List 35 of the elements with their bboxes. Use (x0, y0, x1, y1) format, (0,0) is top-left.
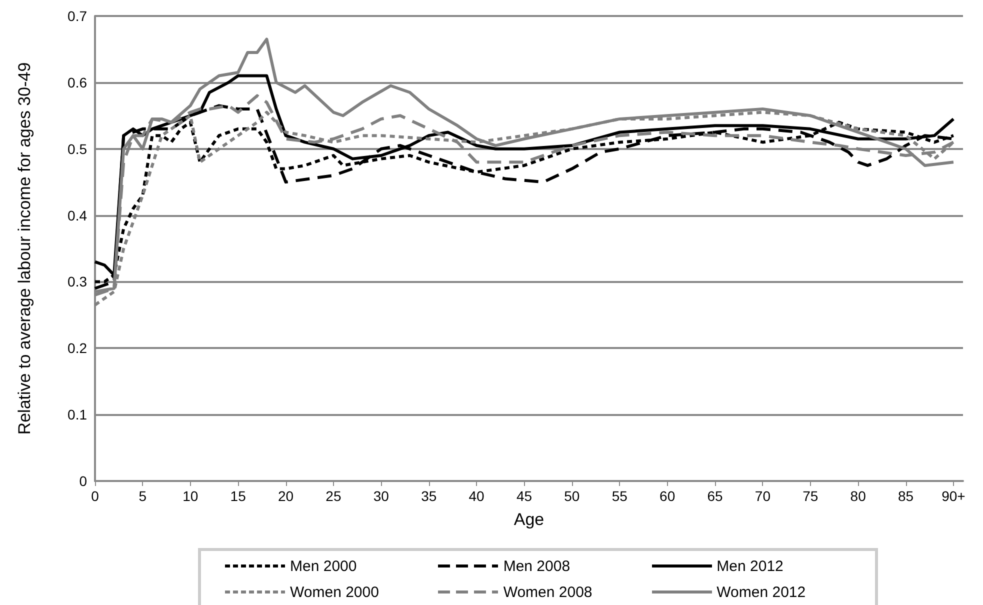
y-axis-title: Relative to average labour income for ages 30-49 (15, 62, 34, 435)
y-tick-label: 0.1 (68, 406, 88, 423)
legend-label: Women 2008 (503, 584, 592, 600)
x-tick-label: 50 (564, 488, 580, 504)
x-tick-label: 25 (326, 488, 342, 504)
x-tick-label: 60 (660, 488, 676, 504)
x-tick-label: 35 (421, 488, 437, 504)
legend-label: Men 2000 (290, 558, 357, 574)
x-tick-label: 75 (802, 488, 818, 504)
x-tick-label: 15 (230, 488, 246, 504)
x-tick-label: 80 (850, 488, 866, 504)
y-tick-label: 0.7 (68, 8, 88, 24)
x-tick-label: 65 (707, 488, 723, 504)
x-tick-label: 55 (612, 488, 628, 504)
x-tick-label: 40 (468, 488, 485, 504)
legend-label: Women 2000 (290, 584, 379, 600)
x-tick-label: 10 (182, 488, 198, 504)
legend-label: Women 2012 (716, 584, 806, 600)
y-tick-label: 0 (79, 473, 88, 489)
x-tick-label: 90+ (942, 488, 966, 504)
x-axis-title: Age (514, 510, 544, 529)
y-tick-label: 0.5 (68, 140, 88, 157)
y-tick-label: 0.4 (68, 207, 88, 224)
y-tick-label: 0.3 (68, 274, 88, 290)
x-tick-label: 5 (138, 488, 147, 504)
x-tick-label: 85 (898, 488, 914, 504)
x-tick-label: 0 (91, 488, 100, 504)
x-tick-label: 30 (373, 488, 390, 504)
x-tick-label: 70 (754, 488, 771, 504)
y-tick-label: 0.6 (68, 74, 88, 90)
legend-label: Men 2008 (503, 558, 570, 574)
y-tick-label: 0.2 (68, 340, 88, 356)
x-tick-label: 45 (516, 488, 532, 504)
legend-label: Men 2012 (716, 558, 784, 574)
x-tick-label: 20 (278, 488, 294, 504)
